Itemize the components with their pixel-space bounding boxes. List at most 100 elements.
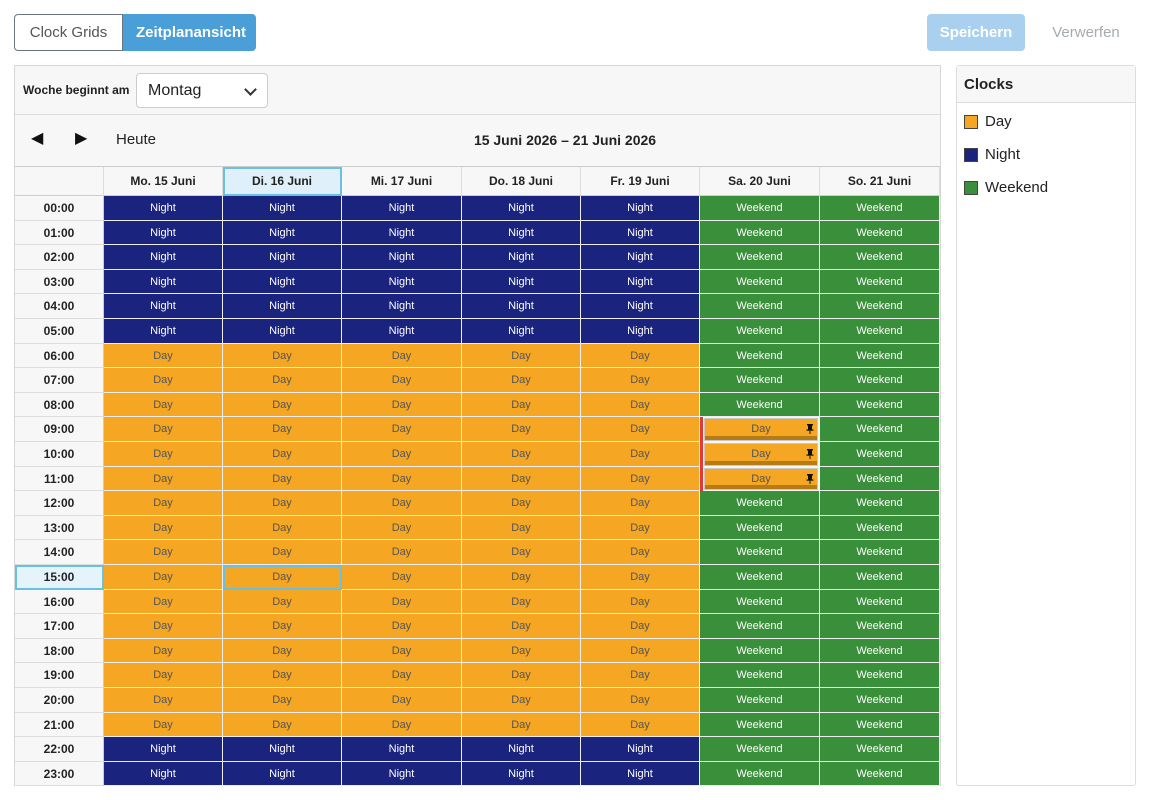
schedule-cell[interactable]: Day xyxy=(342,392,462,418)
schedule-cell[interactable]: Day xyxy=(104,663,223,688)
schedule-cell[interactable]: Day xyxy=(342,442,462,467)
today-button[interactable]: Heute xyxy=(116,131,157,148)
schedule-cell[interactable]: Day xyxy=(342,491,462,516)
schedule-cell[interactable]: Day xyxy=(104,343,223,369)
schedule-cell[interactable]: Day xyxy=(223,638,342,664)
schedule-cell[interactable]: Night xyxy=(223,245,342,270)
schedule-cell[interactable]: Night xyxy=(223,269,342,295)
schedule-cell[interactable]: Day xyxy=(223,663,342,688)
schedule-cell[interactable]: Weekend xyxy=(700,614,820,639)
schedule-cell[interactable]: Day xyxy=(342,712,462,738)
schedule-cell[interactable]: Weekend xyxy=(700,540,820,565)
schedule-cell[interactable]: Weekend xyxy=(700,196,820,221)
schedule-cell[interactable]: Day xyxy=(104,589,223,615)
next-week-icon[interactable]: ▶ xyxy=(75,130,88,147)
schedule-cell[interactable]: Day xyxy=(223,491,342,516)
schedule-cell[interactable]: Weekend xyxy=(820,761,940,787)
schedule-cell[interactable]: Day xyxy=(581,392,700,418)
schedule-cell[interactable]: Day xyxy=(342,343,462,369)
schedule-cell[interactable]: Night xyxy=(462,294,581,319)
schedule-cell[interactable]: Weekend xyxy=(820,417,940,442)
schedule-cell[interactable]: Day xyxy=(462,515,581,541)
schedule-cell[interactable]: Weekend xyxy=(820,737,940,762)
schedule-cell[interactable]: Day xyxy=(581,614,700,639)
schedule-cell[interactable]: Weekend xyxy=(820,515,940,541)
schedule-cell[interactable]: Day xyxy=(104,392,223,418)
day-header[interactable]: Mo. 15 Juni xyxy=(104,167,223,196)
schedule-cell[interactable]: Day xyxy=(342,565,462,590)
schedule-cell[interactable]: Weekend xyxy=(820,466,940,492)
schedule-cell[interactable]: Day xyxy=(223,589,342,615)
schedule-cell[interactable]: Night xyxy=(581,761,700,787)
schedule-cell[interactable]: Night xyxy=(342,319,462,344)
schedule-cell[interactable]: Day xyxy=(581,491,700,516)
schedule-cell[interactable]: Day xyxy=(704,467,818,491)
schedule-cell[interactable]: Day xyxy=(342,688,462,713)
schedule-cell[interactable]: Day xyxy=(342,614,462,639)
schedule-cell[interactable]: Night xyxy=(581,220,700,246)
schedule-cell[interactable]: Weekend xyxy=(700,245,820,270)
schedule-cell[interactable]: Night xyxy=(342,220,462,246)
schedule-cell[interactable]: Weekend xyxy=(700,688,820,713)
schedule-cell[interactable]: Night xyxy=(462,245,581,270)
day-header[interactable]: Sa. 20 Juni xyxy=(700,167,820,196)
schedule-cell[interactable]: Day xyxy=(581,417,700,442)
schedule-cell[interactable]: Day xyxy=(223,565,342,590)
schedule-cell[interactable]: Day xyxy=(581,515,700,541)
schedule-cell[interactable]: Weekend xyxy=(700,368,820,393)
schedule-cell[interactable]: Night xyxy=(462,220,581,246)
schedule-cell[interactable]: Day xyxy=(104,712,223,738)
schedule-cell[interactable]: Day xyxy=(581,540,700,565)
schedule-cell[interactable]: Day xyxy=(104,540,223,565)
schedule-cell[interactable]: Day xyxy=(104,515,223,541)
schedule-cell[interactable]: Day xyxy=(462,565,581,590)
schedule-cell[interactable]: Weekend xyxy=(820,269,940,295)
schedule-cell[interactable]: Day xyxy=(342,663,462,688)
schedule-cell[interactable]: Night xyxy=(581,319,700,344)
schedule-cell[interactable]: Weekend xyxy=(700,638,820,664)
schedule-cell[interactable]: Night xyxy=(104,269,223,295)
schedule-cell[interactable]: Day xyxy=(223,540,342,565)
schedule-cell[interactable]: Weekend xyxy=(820,368,940,393)
schedule-cell[interactable]: Day xyxy=(462,540,581,565)
schedule-cell[interactable]: Weekend xyxy=(700,565,820,590)
schedule-cell[interactable]: Night xyxy=(342,737,462,762)
schedule-cell[interactable]: Weekend xyxy=(820,220,940,246)
schedule-cell[interactable]: Weekend xyxy=(820,245,940,270)
schedule-cell[interactable]: Weekend xyxy=(820,392,940,418)
schedule-cell[interactable]: Weekend xyxy=(700,294,820,319)
schedule-cell[interactable]: Night xyxy=(104,220,223,246)
schedule-cell[interactable]: Day xyxy=(223,368,342,393)
schedule-cell[interactable]: Weekend xyxy=(700,712,820,738)
schedule-cell[interactable]: Day xyxy=(581,368,700,393)
schedule-cell[interactable]: Weekend xyxy=(700,392,820,418)
schedule-cell[interactable]: Day xyxy=(462,712,581,738)
schedule-cell[interactable]: Night xyxy=(104,294,223,319)
schedule-cell[interactable]: Night xyxy=(581,269,700,295)
schedule-cell[interactable]: Day xyxy=(223,688,342,713)
schedule-cell[interactable]: Day xyxy=(223,466,342,492)
clock-grids-button[interactable]: Clock Grids xyxy=(14,14,123,51)
schedule-cell[interactable]: Weekend xyxy=(820,688,940,713)
schedule-cell[interactable]: Day xyxy=(462,688,581,713)
schedule-cell[interactable]: Weekend xyxy=(820,663,940,688)
schedule-cell[interactable]: Weekend xyxy=(820,540,940,565)
schedule-cell[interactable]: Night xyxy=(104,245,223,270)
schedule-cell[interactable]: Day xyxy=(342,515,462,541)
schedule-cell[interactable]: Weekend xyxy=(700,761,820,787)
schedule-cell[interactable]: Weekend xyxy=(820,196,940,221)
schedule-cell[interactable]: Night xyxy=(581,737,700,762)
schedule-cell[interactable]: Weekend xyxy=(700,589,820,615)
schedule-cell[interactable]: Weekend xyxy=(700,220,820,246)
schedule-cell[interactable]: Night xyxy=(462,761,581,787)
schedule-cell[interactable]: Weekend xyxy=(820,638,940,664)
schedule-cell[interactable]: Day xyxy=(581,638,700,664)
schedule-cell[interactable]: Night xyxy=(342,245,462,270)
schedule-view-button[interactable]: Zeitplanansicht xyxy=(123,14,256,51)
schedule-cell[interactable]: Day xyxy=(223,442,342,467)
prev-week-icon[interactable]: ◀ xyxy=(31,130,44,147)
schedule-cell[interactable]: Day xyxy=(342,589,462,615)
schedule-cell[interactable]: Day xyxy=(104,565,223,590)
schedule-cell[interactable]: Day xyxy=(462,589,581,615)
day-header[interactable]: Mi. 17 Juni xyxy=(342,167,462,196)
